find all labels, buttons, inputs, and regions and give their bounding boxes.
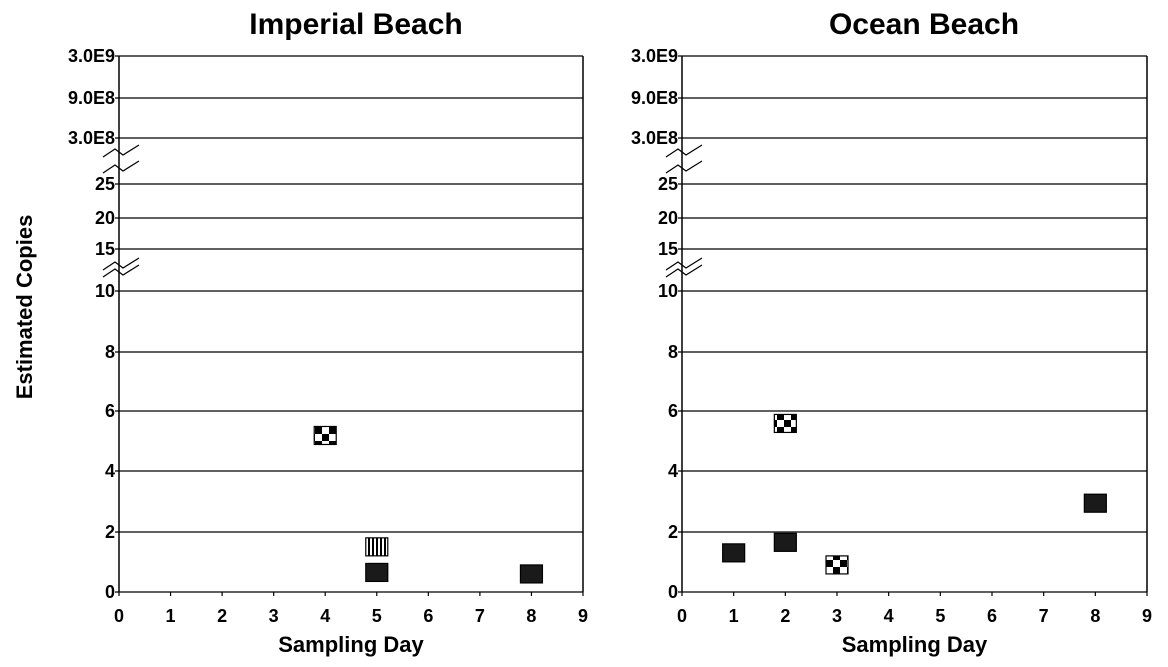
axis-break-mark <box>102 257 140 271</box>
data-point-striped <box>365 537 389 557</box>
x-tick-label: 3 <box>832 606 842 626</box>
y-tick-label: 4 <box>668 461 678 481</box>
data-point-solid <box>365 562 389 583</box>
y-tick-label: 2 <box>105 522 115 542</box>
y-tick-label: 0 <box>668 582 678 602</box>
data-point-solid <box>1083 493 1107 513</box>
x-tick-label: 1 <box>166 606 176 626</box>
axis-break-mark <box>102 144 140 158</box>
y-tick-label: 8 <box>105 342 115 362</box>
x-tick-label: 5 <box>935 606 945 626</box>
y-tick-label: 25 <box>95 174 115 194</box>
y-tick-label: 6 <box>668 401 678 421</box>
x-tick-label: 2 <box>217 606 227 626</box>
x-tick-label: 7 <box>475 606 485 626</box>
axis-break-mark <box>665 264 703 278</box>
y-tick-label: 15 <box>95 239 115 259</box>
y-tick-label: 8 <box>668 342 678 362</box>
axis-break-mark <box>102 264 140 278</box>
x-tick-label: 6 <box>987 606 997 626</box>
y-tick-label: 6 <box>105 401 115 421</box>
axis-break-mark <box>665 257 703 271</box>
x-tick-label: 2 <box>780 606 790 626</box>
axis-break-mark <box>665 160 703 174</box>
y-tick-label: 9.0E8 <box>68 88 115 108</box>
axis-break-mark <box>665 144 703 158</box>
x-tick-label: 1 <box>729 606 739 626</box>
y-tick-label: 10 <box>95 281 115 301</box>
x-axis-label: Sampling Day <box>278 632 424 657</box>
x-tick-label: 5 <box>372 606 382 626</box>
x-axis-label: Sampling Day <box>842 632 988 657</box>
data-point-solid <box>773 532 797 552</box>
y-tick-label: 15 <box>658 239 678 259</box>
data-point-solid <box>519 564 544 584</box>
x-tick-label: 3 <box>269 606 279 626</box>
chart-panel-1: Imperial Beach02468101520253.0E89.0E83.0… <box>68 8 588 657</box>
data-point-checkered <box>825 555 849 575</box>
y-tick-label: 2 <box>668 522 678 542</box>
y-tick-label: 3.0E9 <box>68 46 115 66</box>
data-point-solid <box>722 543 746 563</box>
x-tick-label: 7 <box>1039 606 1049 626</box>
y-tick-label: 9.0E8 <box>631 88 678 108</box>
x-tick-label: 8 <box>526 606 536 626</box>
y-tick-label: 3.0E8 <box>631 128 678 148</box>
y-tick-label: 25 <box>658 174 678 194</box>
x-tick-label: 4 <box>320 606 330 626</box>
x-tick-label: 8 <box>1090 606 1100 626</box>
y-tick-label: 4 <box>105 461 115 481</box>
y-tick-label: 10 <box>658 281 678 301</box>
y-tick-label: 3.0E9 <box>631 46 678 66</box>
y-axis-label: Estimated Copies <box>12 215 37 400</box>
y-tick-label: 20 <box>658 208 678 228</box>
data-point-checkered <box>773 413 797 434</box>
x-tick-label: 0 <box>114 606 124 626</box>
chart-title: Ocean Beach <box>829 8 1019 41</box>
axis-break-mark <box>102 160 140 174</box>
y-tick-label: 3.0E8 <box>68 128 115 148</box>
chart-title: Imperial Beach <box>249 8 462 41</box>
x-tick-label: 6 <box>423 606 433 626</box>
x-tick-label: 9 <box>1142 606 1152 626</box>
chart-panel-2: Ocean Beach02468101520253.0E89.0E83.0E90… <box>631 8 1152 657</box>
x-tick-label: 4 <box>884 606 894 626</box>
x-tick-label: 9 <box>578 606 588 626</box>
y-tick-label: 20 <box>95 208 115 228</box>
x-tick-label: 0 <box>677 606 687 626</box>
data-point-checkered <box>313 425 337 446</box>
y-tick-label: 0 <box>105 582 115 602</box>
